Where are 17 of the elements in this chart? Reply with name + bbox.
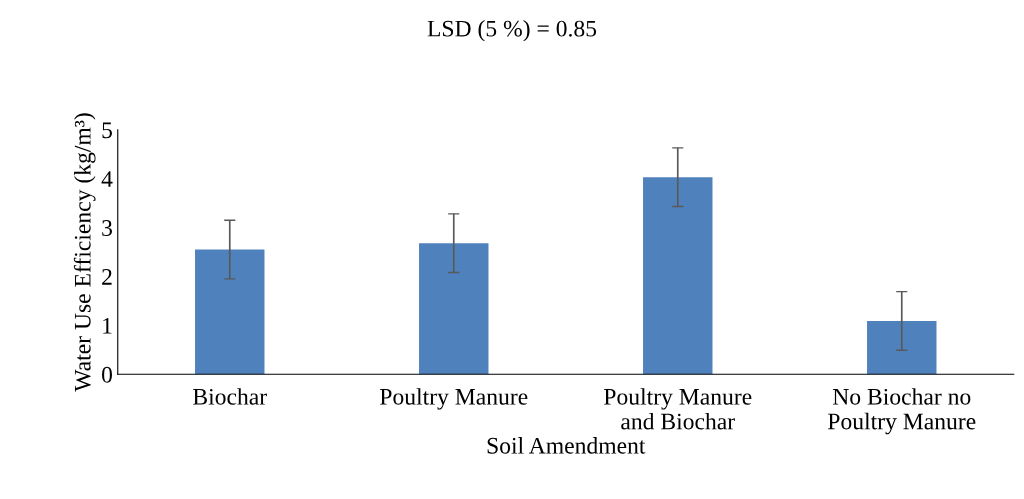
y-tick-label: 5 — [102, 122, 112, 139]
y-tick-label: 3 — [102, 220, 112, 236]
x-tick-label: No Biochar no Poultry Manure — [828, 388, 976, 435]
bar — [195, 249, 265, 375]
y-axis-title: Water Use Efficiency (kg/m³) — [73, 113, 96, 392]
x-axis-title: Soil Amendment — [487, 437, 646, 454]
bar — [643, 177, 713, 375]
y-tick-label: 1 — [103, 317, 112, 334]
x-tick-label: Biochar — [193, 388, 267, 405]
bar — [867, 320, 937, 375]
y-tick-label: 4 — [101, 171, 113, 187]
x-tick-label: Poultry Manure — [380, 388, 528, 410]
y-tick-label: 0 — [101, 366, 112, 383]
y-tick-label: 2 — [102, 269, 112, 285]
chart-title: LSD (5 %) = 0.85 — [427, 19, 597, 42]
x-tick-label: Poultry Manure and Biochar — [604, 388, 752, 430]
bar — [419, 243, 489, 375]
